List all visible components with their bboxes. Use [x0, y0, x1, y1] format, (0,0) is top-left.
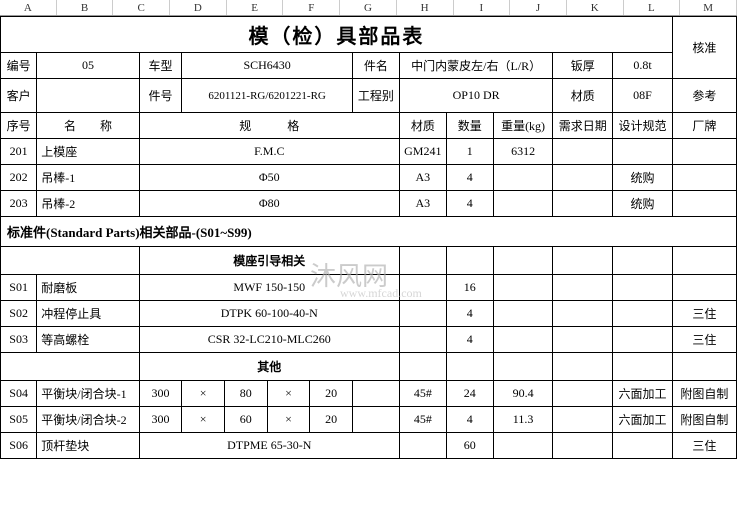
- spreadsheet: 沐风网 www.mfcad.com 模（检）具部品表 核准 编号 05 车型 S…: [0, 16, 737, 459]
- th-seq: 序号: [1, 113, 37, 139]
- table-row[interactable]: 202吊棒-1 Φ50A34统购: [1, 165, 737, 191]
- column-headers: ABCDEFGHIJKLM: [0, 0, 737, 16]
- th-date: 需求日期: [553, 113, 613, 139]
- label: 车型: [139, 53, 182, 79]
- table-row[interactable]: S02冲程停止具 DTPK 60-100-40-N4三住: [1, 301, 737, 327]
- label: 工程别: [352, 79, 399, 113]
- table-row[interactable]: S05平衡块/闭合块-2 300×60×20 45#411.3六面加工附图自制: [1, 407, 737, 433]
- parts-table: 模（检）具部品表 核准 编号 05 车型 SCH6430 件名 中门内蒙皮左/右…: [0, 16, 737, 459]
- approve-label: 核准: [672, 17, 736, 79]
- label: 客户: [1, 79, 37, 113]
- cell[interactable]: 05: [37, 53, 139, 79]
- label: 材质: [553, 79, 613, 113]
- th-wt: 重量(kg): [493, 113, 553, 139]
- label: 钣厚: [553, 53, 613, 79]
- label: 件名: [352, 53, 399, 79]
- subsection: 其他: [139, 353, 399, 381]
- th-std: 设计规范: [613, 113, 673, 139]
- th-spec: 规 格: [139, 113, 399, 139]
- label: 件号: [139, 79, 182, 113]
- table-row[interactable]: S04平衡块/闭合块-1 300×80×20 45#2490.4六面加工附图自制: [1, 381, 737, 407]
- th-mat: 材质: [399, 113, 446, 139]
- table-row[interactable]: 203吊棒-2 Φ80A34统购: [1, 191, 737, 217]
- table-row[interactable]: S06顶杆垫块 DTPME 65-30-N60三住: [1, 433, 737, 459]
- page-title: 模（检）具部品表: [1, 17, 673, 53]
- section-header: 标准件(Standard Parts)相关部品-(S01~S99): [1, 217, 737, 247]
- table-row[interactable]: S03等高螺栓 CSR 32-LC210-MLC2604三住: [1, 327, 737, 353]
- ref-label: 参考: [672, 79, 736, 113]
- cell[interactable]: 08F: [613, 79, 673, 113]
- th-qty: 数量: [446, 113, 493, 139]
- cell[interactable]: 中门内蒙皮左/右（L/R）: [399, 53, 553, 79]
- cell[interactable]: OP10 DR: [399, 79, 553, 113]
- th-mk: 厂牌: [672, 113, 736, 139]
- cell[interactable]: SCH6430: [182, 53, 353, 79]
- table-row[interactable]: 201上模座 F.M.CGM24116312: [1, 139, 737, 165]
- cell[interactable]: 0.8t: [613, 53, 673, 79]
- table-row[interactable]: S01耐磨板 MWF 150-15016: [1, 275, 737, 301]
- subsection: 模座引导相关: [139, 247, 399, 275]
- cell[interactable]: 6201121-RG/6201221-RG: [182, 79, 353, 113]
- th-name: 名 称: [37, 113, 139, 139]
- cell[interactable]: [37, 79, 139, 113]
- label: 编号: [1, 53, 37, 79]
